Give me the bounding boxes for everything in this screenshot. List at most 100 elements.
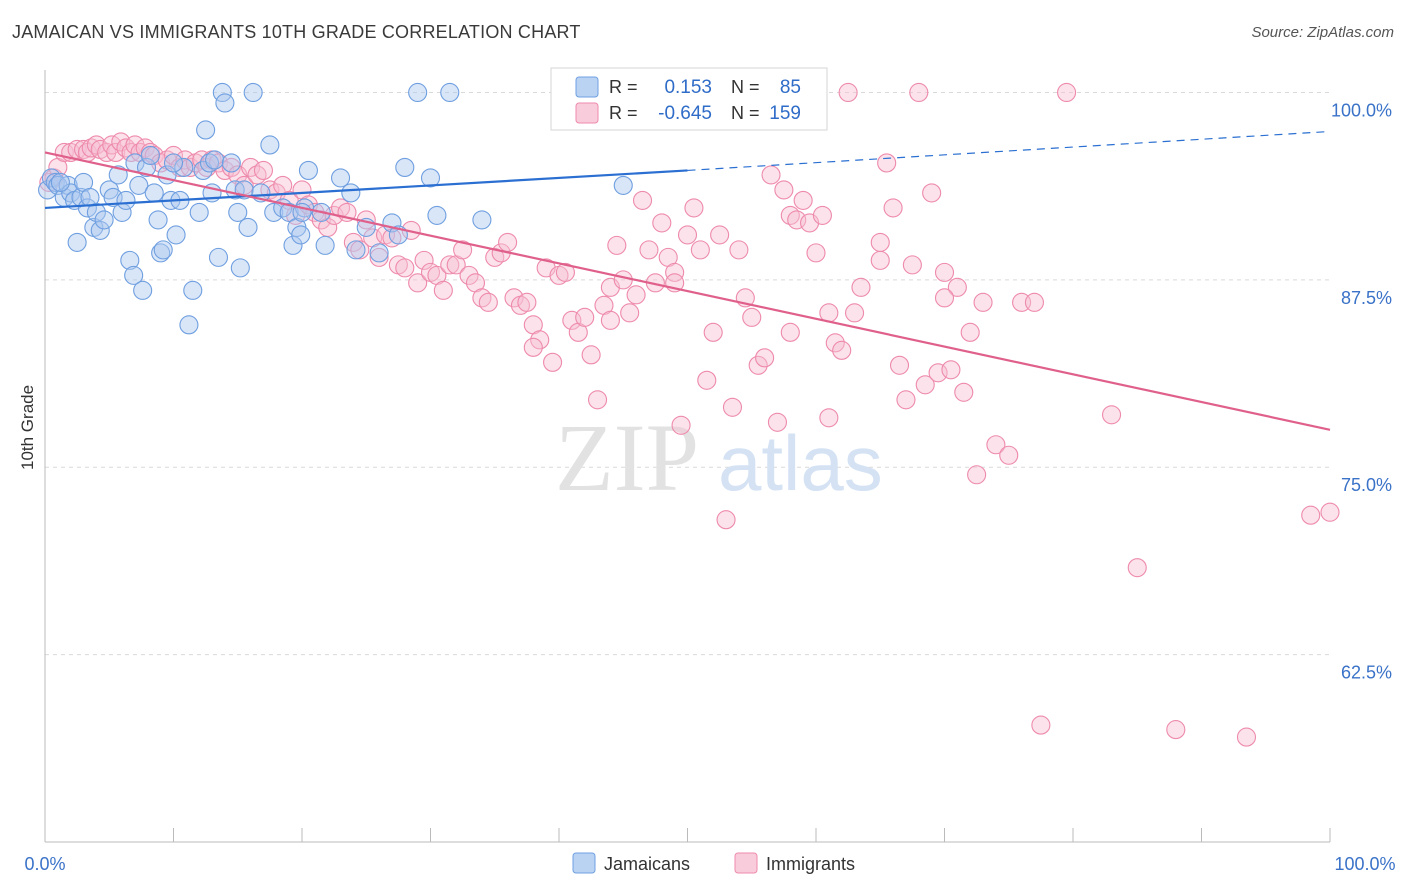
legend-swatch-jamaicans [575, 76, 599, 98]
jamaicans-point-63 [291, 225, 311, 245]
jamaicans-point-55 [243, 82, 263, 103]
jamaicans-point-31 [151, 243, 171, 263]
chart-title: JAMAICAN VS IMMIGRANTS 10TH GRADE CORREL… [12, 22, 581, 42]
immigrants-point-158 [1236, 727, 1257, 747]
immigrants-point-141 [922, 183, 942, 203]
immigrants-point-48 [311, 210, 331, 230]
immigrants-point-101 [652, 213, 672, 233]
jamaicans-point-81 [613, 175, 633, 195]
immigrants-point-155 [1102, 405, 1122, 425]
immigrants-point-86 [555, 262, 575, 282]
immigrants-point-163 [819, 408, 839, 428]
immigrants-point-110 [710, 225, 730, 245]
immigrants-point-77 [498, 232, 518, 252]
jamaicans-point-49 [221, 153, 241, 173]
jamaicans-point-30 [148, 210, 168, 230]
immigrants-point-144 [941, 360, 961, 380]
jamaicans-point-32 [153, 240, 173, 260]
jamaicans-point-25 [129, 175, 149, 195]
jamaicans-point-8 [67, 232, 87, 252]
jamaicans-point-65 [298, 160, 318, 180]
immigrants-point-95 [613, 270, 633, 290]
x-tick-label-0: 0.0% [24, 854, 65, 874]
immigrants-point-123 [793, 190, 813, 210]
immigrants-point-116 [748, 355, 768, 375]
immigrants-point-64 [414, 250, 434, 270]
watermark: ZIP atlas [555, 404, 883, 511]
trend-lines [44, 130, 1331, 431]
immigrants-point-63 [408, 273, 428, 293]
jamaicans-point-51 [228, 202, 248, 222]
x-tick-label-1: 100.0% [1334, 854, 1395, 874]
immigrants-point-160 [934, 288, 955, 308]
immigrants-point-128 [825, 333, 845, 353]
jamaicans-trend-solid [44, 169, 688, 210]
jamaicans-point-26 [133, 280, 153, 300]
jamaicans-point-22 [120, 250, 140, 270]
jamaicans-point-48 [215, 93, 235, 113]
jamaicans-point-68 [330, 168, 351, 188]
immigrants-point-145 [947, 277, 967, 297]
series-legend-swatch-immigrants [734, 852, 758, 874]
legend-n-value-2: 159 [769, 103, 801, 124]
immigrants-point-84 [543, 352, 563, 372]
immigrants-points [39, 82, 1340, 747]
jamaicans-point-78 [427, 205, 447, 225]
immigrants-point-119 [767, 412, 788, 432]
immigrants-point-154 [1057, 82, 1077, 103]
immigrants-point-61 [395, 258, 415, 278]
jamaicans-point-38 [179, 315, 199, 335]
immigrants-point-106 [684, 198, 704, 218]
jamaicans-point-35 [166, 225, 186, 245]
immigrants-point-146 [954, 382, 974, 402]
jamaicans-point-16 [94, 210, 114, 230]
legend-r-value-1: 0.153 [664, 77, 712, 98]
immigrants-point-130 [838, 82, 858, 103]
jamaicans-point-77 [420, 168, 441, 188]
immigrants-point-162 [1301, 505, 1321, 525]
immigrants-point-131 [844, 303, 865, 323]
jamaicans-point-43 [199, 153, 220, 173]
immigrants-point-94 [607, 235, 627, 255]
jamaicans-point-15 [90, 220, 110, 240]
jamaicans-point-19 [108, 165, 128, 185]
immigrants-point-103 [665, 262, 685, 282]
immigrants-point-71 [459, 265, 479, 285]
immigrants-point-115 [742, 307, 762, 327]
immigrants-point-165 [870, 232, 890, 252]
immigrants-point-149 [973, 292, 993, 312]
immigrants-point-99 [639, 240, 659, 260]
immigrants-point-168 [523, 337, 543, 357]
immigrants-point-125 [806, 243, 826, 263]
immigrants-point-111 [716, 510, 736, 530]
jamaicans-point-14 [86, 202, 106, 222]
legend-n-label-1: N = [731, 77, 760, 97]
immigrants-point-39 [253, 160, 274, 180]
immigrants-point-117 [755, 348, 775, 368]
immigrants-point-135 [883, 198, 903, 218]
immigrants-point-157 [1166, 720, 1186, 740]
watermark-zip: ZIP [555, 404, 699, 511]
jamaicans-point-67 [315, 235, 335, 255]
jamaicans-point-72 [369, 243, 389, 263]
y-tick-label-1: 75.0% [1341, 475, 1392, 495]
jamaicans-point-42 [196, 120, 216, 140]
jamaicans-point-57 [260, 135, 280, 155]
immigrants-point-109 [703, 322, 723, 342]
immigrants-point-80 [517, 292, 537, 312]
immigrants-point-90 [581, 345, 601, 365]
jamaicans-point-75 [395, 157, 415, 177]
immigrants-point-136 [889, 355, 910, 375]
immigrants-point-89 [575, 307, 595, 327]
immigrants-point-107 [690, 240, 710, 260]
jamaicans-point-40 [189, 202, 209, 222]
immigrants-point-82 [530, 330, 550, 350]
immigrants-trend [44, 151, 1331, 431]
immigrants-point-137 [896, 390, 916, 410]
immigrants-point-132 [851, 277, 871, 297]
watermark-atlas: atlas [718, 419, 883, 507]
immigrants-point-120 [774, 180, 794, 200]
legend-r-label-2: R = [609, 103, 638, 123]
legend-r-value-2: -0.645 [658, 103, 712, 124]
jamaicans-point-23 [124, 265, 144, 285]
